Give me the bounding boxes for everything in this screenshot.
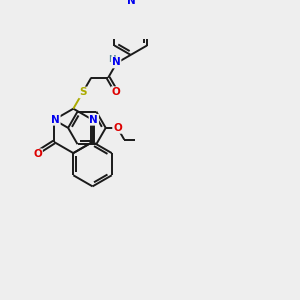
Text: H: H: [108, 55, 115, 64]
Text: O: O: [33, 149, 42, 159]
Text: O: O: [113, 123, 122, 133]
Text: N: N: [51, 115, 60, 125]
Text: N: N: [89, 115, 98, 125]
Text: N: N: [112, 58, 121, 68]
Text: S: S: [79, 87, 86, 98]
Text: N: N: [128, 0, 136, 6]
Text: O: O: [112, 87, 120, 97]
